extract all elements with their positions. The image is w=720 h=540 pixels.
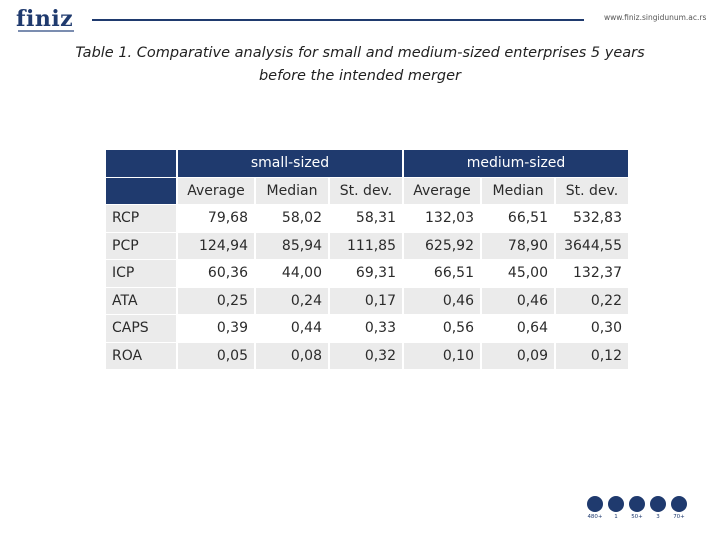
corner-cell-2 xyxy=(106,177,178,205)
table-cell: 0,22 xyxy=(556,287,630,315)
row-label: ATA xyxy=(106,287,178,315)
table-cell: 85,94 xyxy=(256,232,330,260)
corner-cell xyxy=(106,150,178,178)
column-header: St. dev. xyxy=(556,177,630,205)
caption-line-1: Table 1. Comparative analysis for small … xyxy=(75,45,645,61)
table-cell: 69,31 xyxy=(330,260,404,288)
table-cell: 0,32 xyxy=(330,342,404,370)
table-cell: 44,00 xyxy=(256,260,330,288)
table-row: ROA 0,05 0,08 0,32 0,10 0,09 0,12 xyxy=(106,342,630,370)
table-cell: 45,00 xyxy=(482,260,556,288)
table-cell: 0,17 xyxy=(330,287,404,315)
table-cell: 124,94 xyxy=(178,232,256,260)
slide-header: finiz www.finiz.singidunum.ac.rs xyxy=(0,0,720,40)
table-cell: 0,09 xyxy=(482,342,556,370)
table-cell: 111,85 xyxy=(330,232,404,260)
row-label: CAPS xyxy=(106,315,178,343)
table-cell: 0,39 xyxy=(178,315,256,343)
table-row: CAPS 0,39 0,44 0,33 0,56 0,64 0,30 xyxy=(106,315,630,343)
table-cell: 0,12 xyxy=(556,342,630,370)
table-cell: 66,51 xyxy=(482,205,556,233)
table-row: RCP 79,68 58,02 58,31 132,03 66,51 532,8… xyxy=(106,205,630,233)
table-cell: 0,64 xyxy=(482,315,556,343)
table-cell: 0,08 xyxy=(256,342,330,370)
table-cell: 0,24 xyxy=(256,287,330,315)
table-cell: 58,02 xyxy=(256,205,330,233)
table-cell: 132,37 xyxy=(556,260,630,288)
logo-text: finiz xyxy=(16,6,74,32)
table-cell: 0,30 xyxy=(556,315,630,343)
row-label: PCP xyxy=(106,232,178,260)
table-row: PCP 124,94 85,94 111,85 625,92 78,90 364… xyxy=(106,232,630,260)
table-cell: 0,05 xyxy=(178,342,256,370)
row-label: RCP xyxy=(106,205,178,233)
badge-value: 1 xyxy=(614,514,618,520)
table-cell: 3644,55 xyxy=(556,232,630,260)
table-row: ATA 0,25 0,24 0,17 0,46 0,46 0,22 xyxy=(106,287,630,315)
column-header: Median xyxy=(256,177,330,205)
column-header: Median xyxy=(482,177,556,205)
table-cell: 78,90 xyxy=(482,232,556,260)
group-header-small: small-sized xyxy=(178,150,404,178)
row-label: ICP xyxy=(106,260,178,288)
table-cell: 0,10 xyxy=(404,342,482,370)
badge-value: 480+ xyxy=(587,514,603,520)
table-cell: 0,56 xyxy=(404,315,482,343)
building-icon xyxy=(650,496,666,512)
table-cell: 0,44 xyxy=(256,315,330,343)
table-cell: 60,36 xyxy=(178,260,256,288)
column-header-row: Average Median St. dev. Average Median S… xyxy=(106,177,630,205)
comparison-table: small-sized medium-sized Average Median … xyxy=(106,150,630,370)
column-header: Average xyxy=(404,177,482,205)
table-cell: 0,46 xyxy=(404,287,482,315)
table-cell: 532,83 xyxy=(556,205,630,233)
group-header-medium: medium-sized xyxy=(404,150,630,178)
students-icon xyxy=(587,496,603,512)
globe-icon xyxy=(671,496,687,512)
badge-value: 50+ xyxy=(631,514,643,520)
row-label: ROA xyxy=(106,342,178,370)
header-divider xyxy=(92,19,584,21)
table-cell: 58,31 xyxy=(330,205,404,233)
caption-line-2: before the intended merger xyxy=(258,68,462,84)
table-cell: 0,46 xyxy=(482,287,556,315)
table-cell: 625,92 xyxy=(404,232,482,260)
table-cell: 132,03 xyxy=(404,205,482,233)
badge-value: 70+ xyxy=(673,514,685,520)
finiz-logo: finiz xyxy=(16,6,78,34)
site-url: www.finiz.singidunum.ac.rs xyxy=(604,13,707,22)
table-caption: Table 1. Comparative analysis for small … xyxy=(30,42,690,88)
table-cell: 0,33 xyxy=(330,315,404,343)
column-header: Average xyxy=(178,177,256,205)
table-cell: 79,68 xyxy=(178,205,256,233)
group-header-row: small-sized medium-sized xyxy=(106,150,630,178)
table-cell: 66,51 xyxy=(404,260,482,288)
logo-underline xyxy=(18,30,74,32)
table-cell: 0,25 xyxy=(178,287,256,315)
column-header: St. dev. xyxy=(330,177,404,205)
badge-value: 3 xyxy=(656,514,660,520)
book-icon xyxy=(629,496,645,512)
graduate-icon xyxy=(608,496,624,512)
table-row: ICP 60,36 44,00 69,31 66,51 45,00 132,37 xyxy=(106,260,630,288)
footer-badges: 480+ 1 50+ 3 70+ xyxy=(584,496,688,530)
